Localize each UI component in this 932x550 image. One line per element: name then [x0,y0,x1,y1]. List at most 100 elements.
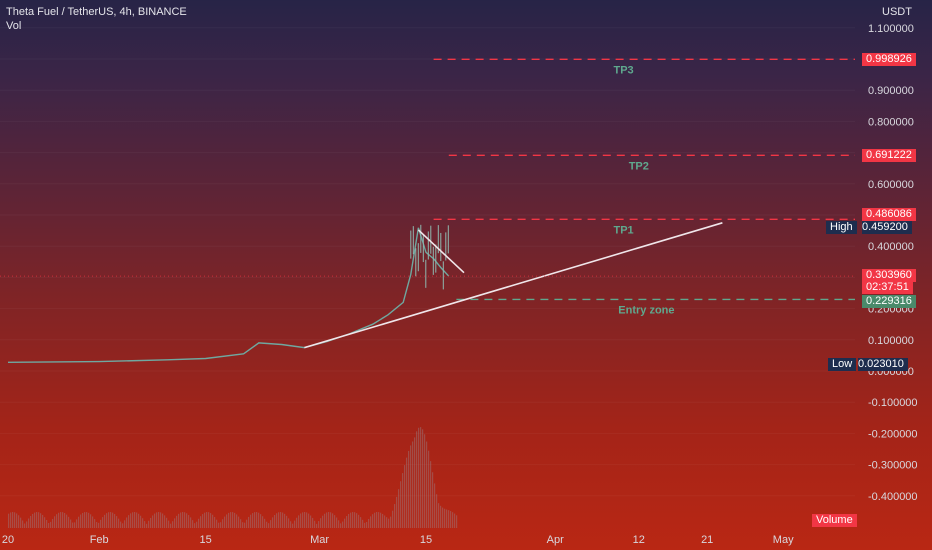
volume-bar [420,427,422,528]
volume-bar [400,481,402,528]
volume-bar [292,523,294,528]
volume-bar [436,494,438,528]
volume-bar [316,523,318,528]
volume-bar [72,522,74,528]
volume-bar [442,507,444,528]
volume-bar [302,512,304,528]
currency-label: USDT [882,6,912,18]
volume-bar [444,508,446,528]
volume-bar [238,516,240,528]
volume-bar [418,427,420,528]
volume-bar [430,461,432,528]
volume-bar [310,515,312,528]
volume-bar [156,512,158,528]
volume-bar [186,513,188,528]
symbol-title: Theta Fuel / TetherUS, 4h, BINANCE [6,6,187,18]
price-tick-label: -0.100000 [868,397,918,409]
low-value-tag: 0.023010 [858,358,908,371]
volume-bar [234,512,236,528]
price-tick-label: 1.100000 [868,23,914,35]
volume-bar [406,457,408,528]
volume-bar [132,512,134,528]
volume-bar [106,513,108,528]
volume-bar [346,516,348,528]
volume-bar [126,517,128,528]
volume-bar [432,472,434,528]
volume-bar [22,520,24,528]
price-tick-label: -0.300000 [868,460,918,472]
volume-bar [78,516,80,528]
volume-bar [158,512,160,528]
volume-bar [216,519,218,528]
time-tick-label: Apr [547,534,564,546]
price-tick-label: 0.800000 [868,116,914,128]
volume-bar [204,512,206,528]
volume-bar [66,514,68,528]
volume-indicator-label[interactable]: Vol [6,20,22,32]
volume-bar [178,513,180,528]
volume-bar [136,512,138,528]
volume-bar [330,512,332,528]
volume-bar [198,518,200,528]
volume-bar [270,520,272,528]
volume-bar [370,516,372,528]
volume-bar [116,516,118,528]
volume-bar [214,516,216,528]
volume-bar [456,515,458,528]
volume-bar [258,512,260,528]
volume-bar [124,520,126,528]
volume-bar [108,512,110,528]
volume-bar [48,523,50,528]
volume-bar [84,512,86,528]
volume-bar [64,513,66,528]
volume-bar [200,516,202,528]
volume-bar [56,514,58,528]
volume-bar [248,516,250,528]
tp3-price-tag: 0.998926 [862,53,916,66]
volume-bar [68,516,70,528]
volume-bar [374,512,376,528]
volume-bar [228,512,230,528]
volume-bar [164,515,166,528]
volume-bar [376,512,378,528]
volume-bar [166,517,168,528]
volume-bar [140,515,142,528]
volume-bar [402,473,404,528]
volume-bar [362,519,364,528]
volume-bar [176,515,178,528]
price-tick-label: 0.400000 [868,241,914,253]
volume-bar [450,511,452,528]
volume-bar [98,522,100,528]
volume-bar [452,512,454,528]
volume-bar [260,514,262,528]
volume-bar [160,512,162,528]
level-label-tp1: TP1 [614,224,634,236]
volume-bar [410,445,412,528]
volume-bar [388,518,390,528]
trendline-support [304,222,723,349]
volume-bar [348,514,350,528]
volume-bar [368,519,370,528]
volume-bar [426,441,428,528]
volume-bar [276,513,278,528]
volume-bar [118,518,120,528]
volume-bar [320,518,322,528]
volume-bar [206,512,208,528]
volume-button[interactable]: Volume [812,514,857,527]
volume-bar [62,512,64,528]
volume-bar [42,514,44,528]
price-tick-label: -0.400000 [868,491,918,503]
volume-bar [266,521,268,528]
volume-bar [246,519,248,528]
volume-bar [210,513,212,528]
volume-bar [416,431,418,528]
volume-bar [224,516,226,528]
volume-bar [110,512,112,528]
volume-bar [82,512,84,528]
volume-bar [60,512,62,528]
volume-bar [146,523,148,528]
volume-bar [88,512,90,528]
volume-bar [194,523,196,528]
volume-bar [150,517,152,528]
